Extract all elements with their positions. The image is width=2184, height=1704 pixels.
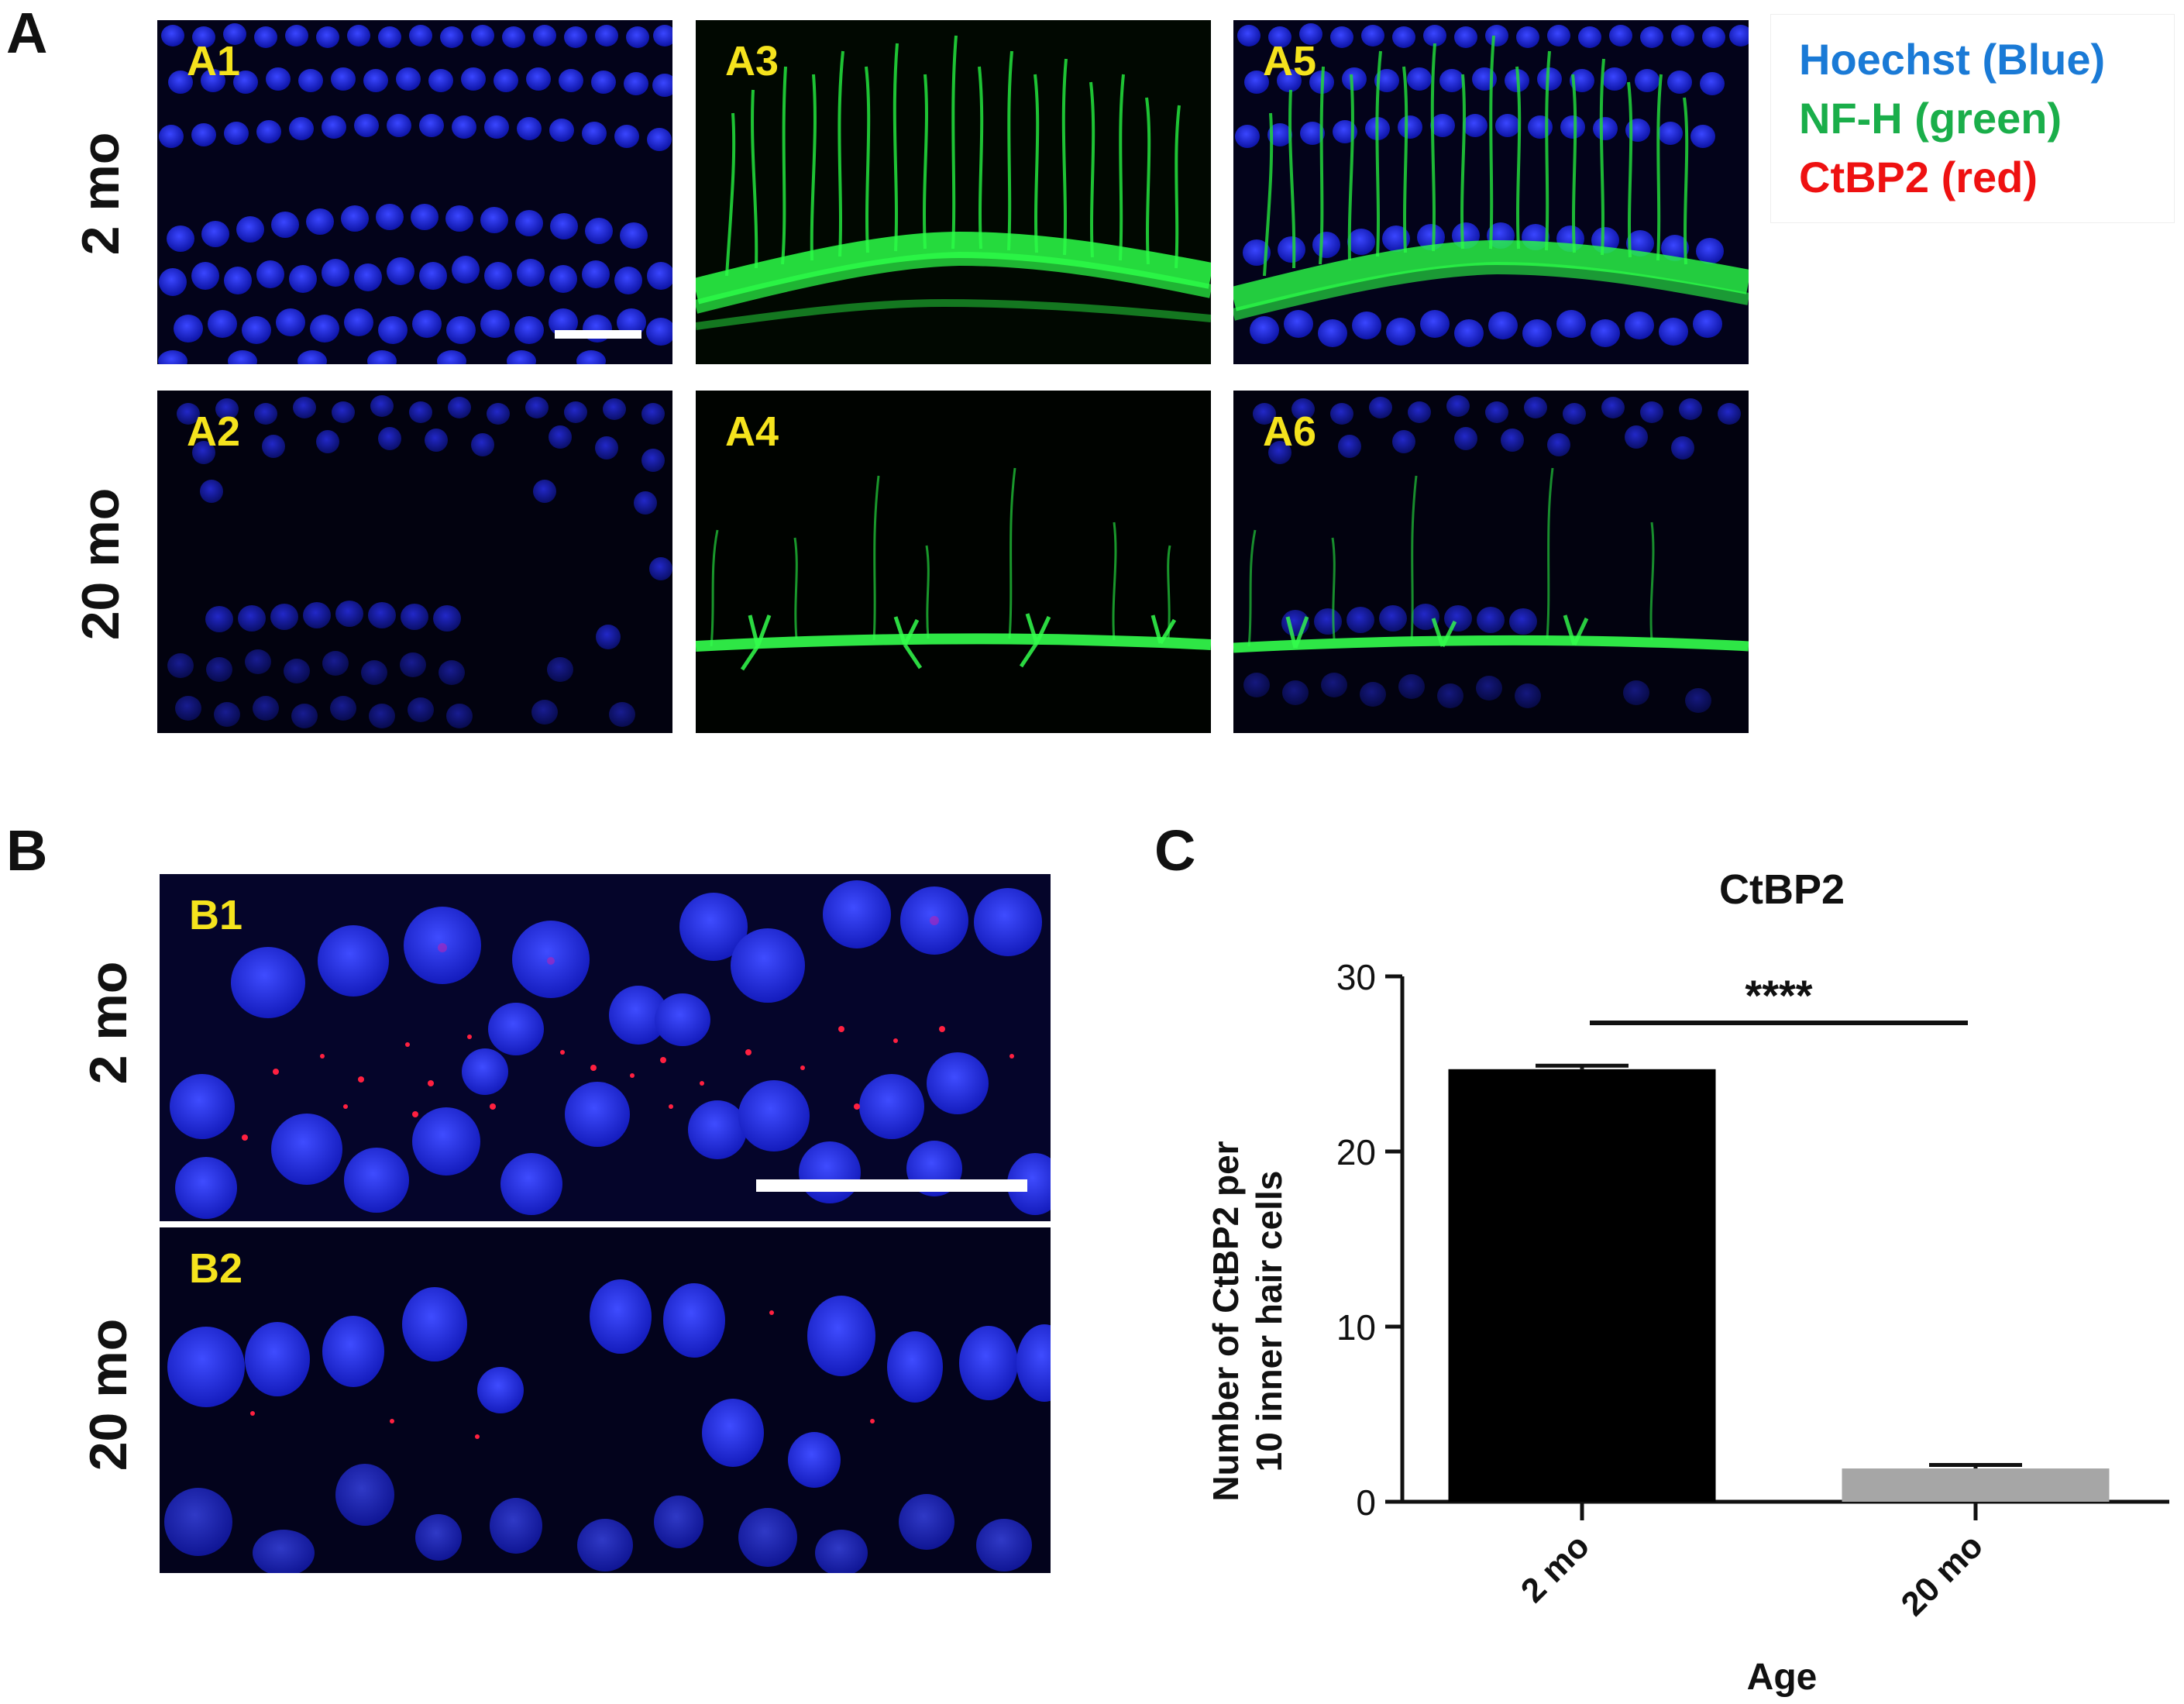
micrograph-a4: A4 <box>696 391 1211 733</box>
image-label-a2: A2 <box>187 408 241 455</box>
y-tick-label-3: 30 <box>1336 957 1376 997</box>
legend-ctbp2: CtBP2 (red) <box>1799 153 2038 201</box>
x-axis-label: Age <box>1747 1657 1818 1698</box>
image-label-b1: B1 <box>189 892 243 938</box>
row-label-2mo: 2 mo <box>71 132 130 256</box>
micrograph-a5-image <box>1233 20 1749 364</box>
micrograph-a5: A5 <box>1233 20 1749 364</box>
legend-hoechst: Hoechst (Blue) <box>1799 35 2106 84</box>
micrograph-a3-image <box>696 20 1211 364</box>
micrograph-b1: B1 <box>160 874 1051 1221</box>
scale-bar-b <box>756 1179 1027 1192</box>
y-axis-label-line-1: Number of CtBP2 per <box>1205 1141 1246 1501</box>
x-tick-label-1: 20 mo <box>1893 1527 1990 1623</box>
panel-letter-a: A <box>6 1 48 65</box>
y-tick-label-0: 0 <box>1356 1482 1376 1523</box>
row-label-b-20mo: 20 mo <box>79 1318 138 1472</box>
micrograph-a2: A2 <box>157 391 672 733</box>
image-label-a4: A4 <box>725 408 779 455</box>
legend-nfh: NF-H (green) <box>1799 94 2062 143</box>
micrograph-a4-image <box>696 391 1211 733</box>
image-label-b2: B2 <box>189 1245 243 1292</box>
ctbp2-bar-chart: CtBP2 Number of CtBP2 per 10 inner hair … <box>1205 866 2169 1698</box>
y-tick-label-2: 20 <box>1336 1132 1376 1172</box>
micrograph-b1-image <box>160 874 1051 1221</box>
image-label-a5: A5 <box>1263 38 1317 84</box>
micrograph-b2: B2 <box>160 1227 1051 1573</box>
micrograph-a1: A1 <box>157 20 672 364</box>
scale-bar <box>555 330 641 339</box>
channel-legend: Hoechst (Blue) NF-H (green) CtBP2 (red) <box>1770 14 2175 223</box>
micrograph-a6: A6 <box>1233 391 1749 733</box>
y-tick-label-1: 10 <box>1336 1307 1376 1348</box>
micrograph-a6-image <box>1233 391 1749 733</box>
panel-letter-b: B <box>6 818 48 883</box>
micrograph-a3: A3 <box>696 20 1211 364</box>
image-label-a1: A1 <box>187 38 241 84</box>
row-label-20mo: 20 mo <box>71 487 130 641</box>
micrograph-a1-image <box>157 20 672 364</box>
bar-0 <box>1448 1069 1716 1502</box>
chart-title: CtBP2 <box>1719 866 1845 913</box>
image-label-a3: A3 <box>725 38 779 84</box>
row-label-b-2mo: 2 mo <box>79 961 138 1085</box>
y-axis-label-line-2: 10 inner hair cells <box>1249 1171 1289 1472</box>
significance-label: **** <box>1745 971 1812 1020</box>
micrograph-a2-image <box>157 391 672 733</box>
panel-letter-c: C <box>1154 818 1196 883</box>
micrograph-b2-image <box>160 1227 1051 1573</box>
x-tick-label-0: 2 mo <box>1514 1527 1597 1609</box>
image-label-a6: A6 <box>1263 408 1317 455</box>
bar-1 <box>1842 1468 2110 1502</box>
